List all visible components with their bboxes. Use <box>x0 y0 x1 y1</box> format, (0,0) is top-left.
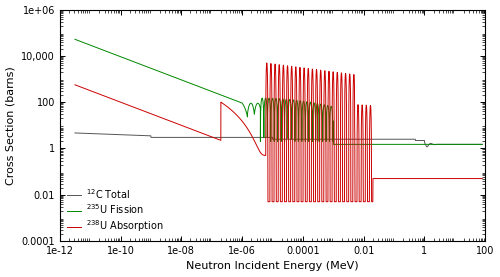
$^{238}$U Absorption <box>313 73 319 77</box>
Legend: $^{12}$C Total, $^{235}$U Fission, $^{238}$U Absorption: $^{12}$C Total, $^{235}$U Fission, $^{23… <box>64 185 166 236</box>
$^{235}$U Fission <box>480 143 486 146</box>
$^{12}$C Total <box>424 145 430 148</box>
$^{12}$C Total <box>243 136 249 139</box>
$^{238}$U Absorption <box>265 200 271 203</box>
$^{235}$U Fission <box>92 45 98 49</box>
$^{12}$C Total <box>368 138 374 141</box>
$^{235}$U Fission <box>396 143 402 146</box>
$^{12}$C Total <box>266 136 272 139</box>
$^{12}$C Total <box>467 143 473 146</box>
$^{238}$U Absorption <box>72 83 78 86</box>
$^{238}$U Absorption <box>480 177 486 180</box>
$^{12}$C Total <box>246 136 252 139</box>
$^{12}$C Total <box>446 143 452 146</box>
$^{12}$C Total <box>72 131 78 135</box>
$^{238}$U Absorption <box>220 101 226 105</box>
$^{12}$C Total <box>480 143 486 146</box>
$^{235}$U Fission <box>313 115 319 119</box>
$^{235}$U Fission <box>330 143 336 146</box>
$^{235}$U Fission <box>72 38 78 41</box>
X-axis label: Neutron Incident Energy (MeV): Neutron Incident Energy (MeV) <box>186 261 359 271</box>
$^{238}$U Absorption <box>92 91 98 94</box>
Line: $^{238}$U Absorption: $^{238}$U Absorption <box>75 63 482 202</box>
$^{238}$U Absorption <box>264 61 270 65</box>
Line: $^{235}$U Fission: $^{235}$U Fission <box>75 39 482 144</box>
$^{238}$U Absorption <box>374 177 380 180</box>
$^{238}$U Absorption <box>396 177 402 180</box>
$^{238}$U Absorption <box>331 85 337 89</box>
Y-axis label: Cross Section (barns): Cross Section (barns) <box>6 66 16 185</box>
$^{235}$U Fission <box>220 94 226 97</box>
$^{235}$U Fission <box>331 143 337 146</box>
$^{235}$U Fission <box>374 143 380 146</box>
Line: $^{12}$C Total: $^{12}$C Total <box>75 133 482 147</box>
